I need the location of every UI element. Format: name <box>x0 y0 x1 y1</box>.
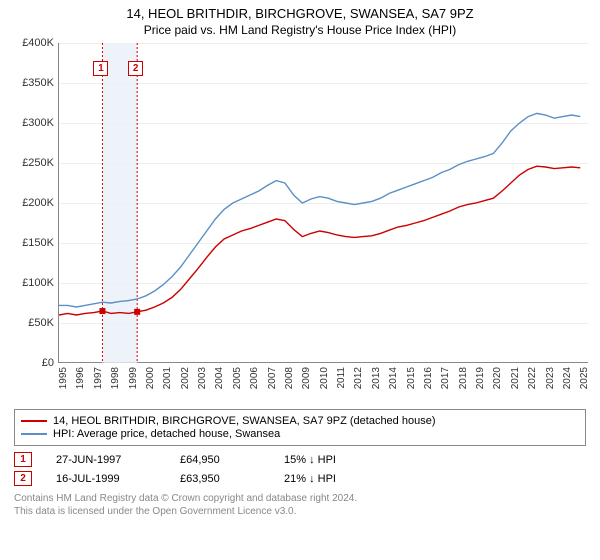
x-tick-label: 1995 <box>58 367 69 389</box>
x-tick-label: 2006 <box>249 367 260 389</box>
marker-label-box: 2 <box>128 61 143 76</box>
plot-svg <box>59 43 589 363</box>
x-tick-label: 2003 <box>197 367 208 389</box>
sale-row: 2 16-JUL-1999 £63,950 21% ↓ HPI <box>14 471 586 486</box>
sale-date: 27-JUN-1997 <box>56 454 156 466</box>
y-tick-label: £300K <box>10 117 54 129</box>
sale-delta: 21% ↓ HPI <box>284 473 374 485</box>
x-tick-label: 2004 <box>214 367 225 389</box>
x-tick-label: 2011 <box>336 367 347 389</box>
sale-marker: 1 <box>14 452 32 467</box>
x-tick-label: 2019 <box>475 367 486 389</box>
marker-label-box: 1 <box>93 61 108 76</box>
x-tick-label: 2001 <box>162 367 173 389</box>
legend-swatch <box>21 420 47 422</box>
x-tick-label: 2023 <box>545 367 556 389</box>
sale-date: 16-JUL-1999 <box>56 473 156 485</box>
y-tick-label: £400K <box>10 37 54 49</box>
y-tick-label: £100K <box>10 277 54 289</box>
x-tick-label: 2025 <box>579 367 590 389</box>
x-tick-label: 2002 <box>180 367 191 389</box>
marker-point <box>134 309 140 315</box>
page-subtitle: Price paid vs. HM Land Registry's House … <box>10 23 590 37</box>
y-tick-label: £350K <box>10 77 54 89</box>
y-tick-label: £250K <box>10 157 54 169</box>
legend-item: 14, HEOL BRITHDIR, BIRCHGROVE, SWANSEA, … <box>21 415 579 427</box>
legend-swatch <box>21 433 47 435</box>
x-tick-label: 2008 <box>284 367 295 389</box>
y-tick-label: £50K <box>10 317 54 329</box>
sale-marker: 2 <box>14 471 32 486</box>
highlight-band <box>102 43 137 363</box>
legend-label: 14, HEOL BRITHDIR, BIRCHGROVE, SWANSEA, … <box>53 415 435 427</box>
sale-price: £63,950 <box>180 473 260 485</box>
footer-attribution: Contains HM Land Registry data © Crown c… <box>14 492 586 518</box>
x-tick-label: 1996 <box>75 367 86 389</box>
y-tick-label: £150K <box>10 237 54 249</box>
x-tick-label: 2012 <box>353 367 364 389</box>
x-tick-label: 2013 <box>371 367 382 389</box>
y-tick-label: £0 <box>10 357 54 369</box>
x-tick-label: 2015 <box>406 367 417 389</box>
x-tick-label: 2024 <box>562 367 573 389</box>
sale-row: 1 27-JUN-1997 £64,950 15% ↓ HPI <box>14 452 586 467</box>
marker-point <box>99 308 105 314</box>
x-tick-label: 1998 <box>110 367 121 389</box>
x-tick-label: 2017 <box>440 367 451 389</box>
x-tick-label: 2007 <box>267 367 278 389</box>
x-tick-label: 2009 <box>301 367 312 389</box>
x-tick-label: 2010 <box>319 367 330 389</box>
x-tick-label: 2016 <box>423 367 434 389</box>
chart-container: 14, HEOL BRITHDIR, BIRCHGROVE, SWANSEA, … <box>0 0 600 560</box>
x-tick-label: 2000 <box>145 367 156 389</box>
footer-line-2: This data is licensed under the Open Gov… <box>14 505 586 518</box>
sales-table: 1 27-JUN-1997 £64,950 15% ↓ HPI 2 16-JUL-1999… <box>14 452 586 486</box>
sale-price: £64,950 <box>180 454 260 466</box>
x-tick-label: 2021 <box>510 367 521 389</box>
x-tick-label: 2020 <box>492 367 503 389</box>
plot-region <box>58 43 588 363</box>
chart-area: £0£50K£100K£150K£200K£250K£300K£350K£400… <box>10 43 590 403</box>
page-title: 14, HEOL BRITHDIR, BIRCHGROVE, SWANSEA, … <box>10 6 590 21</box>
legend-item: HPI: Average price, detached house, Swan… <box>21 428 579 440</box>
x-tick-label: 2014 <box>388 367 399 389</box>
x-tick-label: 2018 <box>458 367 469 389</box>
x-tick-label: 2005 <box>232 367 243 389</box>
x-tick-label: 2022 <box>527 367 538 389</box>
sale-delta: 15% ↓ HPI <box>284 454 374 466</box>
legend-label: HPI: Average price, detached house, Swan… <box>53 428 280 440</box>
x-tick-label: 1999 <box>128 367 139 389</box>
legend: 14, HEOL BRITHDIR, BIRCHGROVE, SWANSEA, … <box>14 409 586 446</box>
footer-line-1: Contains HM Land Registry data © Crown c… <box>14 492 586 505</box>
y-tick-label: £200K <box>10 197 54 209</box>
x-tick-label: 1997 <box>93 367 104 389</box>
